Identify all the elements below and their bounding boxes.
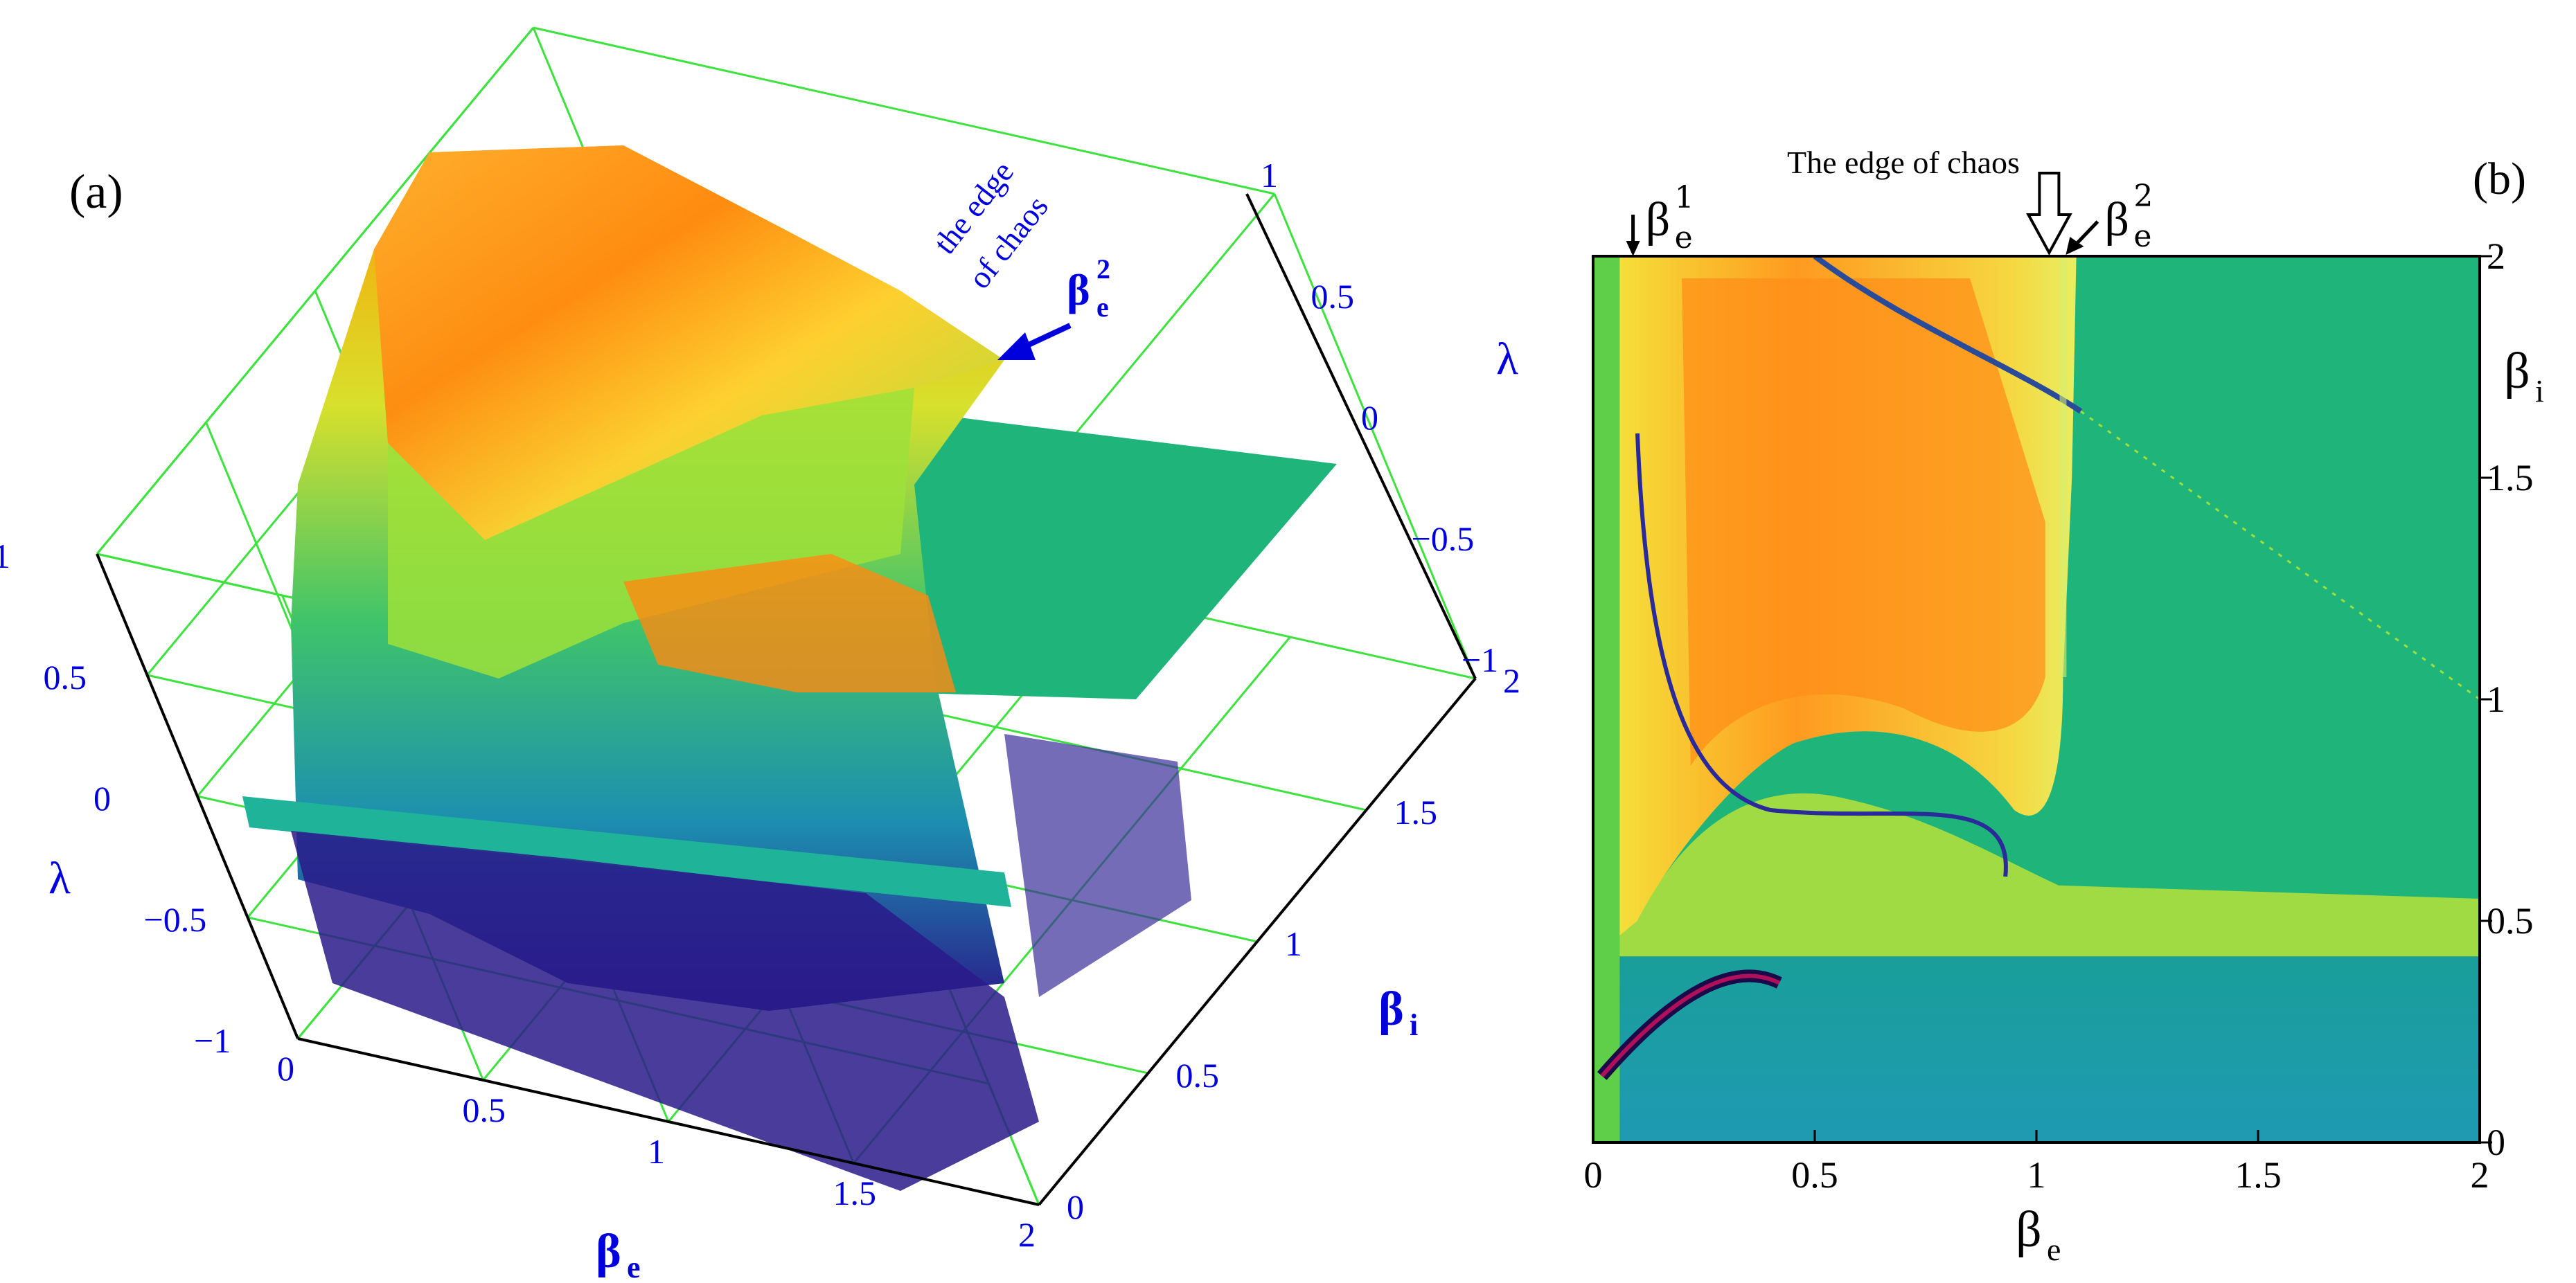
panel-a-axes — [96, 193, 1477, 1206]
box-edge-line — [96, 27, 535, 555]
marker-sup: 1 — [1675, 180, 1694, 215]
heatmap-diagonal-trace — [2080, 410, 2480, 701]
beta-i-tick-label: 1 — [1285, 924, 1302, 963]
annotation-marker-sub: e — [1096, 291, 1109, 323]
beta-e-tick-label: 1 — [648, 1132, 665, 1171]
marker-sub: e — [1675, 220, 1693, 255]
heatmap-left-strip — [1593, 256, 1620, 1142]
x-tick-label: 0.5 — [1791, 1154, 1838, 1196]
panel-b-ylabel: β — [2504, 343, 2530, 400]
marker-sub: e — [2133, 219, 2151, 254]
marker-arrowhead — [2066, 237, 2084, 255]
heatmap-red-streak — [1600, 974, 1781, 1077]
annotation-marker-sup: 2 — [1096, 253, 1110, 285]
beta-e-tick-label: 2 — [1018, 1215, 1036, 1254]
beta-e-marker-2: β 2 e — [2026, 172, 2153, 256]
heatmap-top-streak — [1813, 256, 2083, 414]
edge-of-chaos-arrow — [2026, 172, 2072, 256]
surface-front-plane — [242, 796, 1011, 907]
heatmap-blue-streak — [1635, 433, 2008, 877]
y-tick-label: 1 — [2487, 679, 2505, 720]
y-tick-label: 0.5 — [2487, 900, 2534, 942]
panel-b-heatmap: (b) The edge of chaos β 1e β 2e 0 0.5 1 1.5 200… — [1584, 145, 2544, 1267]
panel-b-label: (b) — [2473, 154, 2526, 204]
y-tick-label: 1.5 — [2487, 457, 2534, 499]
panel-b-axis-titles: β i β e — [2016, 343, 2544, 1267]
panel-a-surface — [242, 145, 1337, 1191]
surface-orange-band — [623, 554, 956, 692]
beta-e-label: β — [596, 1225, 621, 1278]
beta-i-tick-label: 1.5 — [1394, 793, 1438, 832]
marker-base: β — [1646, 193, 1671, 246]
panel-b-tick-labels: 0 0.5 1 1.5 200.511.52 — [1584, 235, 2534, 1196]
y-tick-label: 2 — [2487, 235, 2505, 277]
x-tick-label: 1.5 — [2235, 1154, 2282, 1196]
heatmap-high-exponent-region — [1682, 278, 2045, 766]
annotation-arrowhead — [997, 332, 1036, 360]
beta-e-tick-label: 1.5 — [833, 1174, 877, 1212]
heatmap-mixed-region — [1610, 793, 2480, 957]
panel-a-axis-titles: λ λ β e β i — [48, 334, 1518, 1283]
beta-i-label: β — [1378, 983, 1404, 1036]
marker-sup: 2 — [2133, 179, 2153, 214]
x-tick-label: 0 — [1584, 1154, 1603, 1196]
beta-i-sub: i — [1410, 1008, 1418, 1042]
panel-a-label: (a) — [69, 165, 123, 219]
panel-b-xlabel: β — [2016, 1201, 2042, 1258]
surface-top-ridge — [374, 145, 1004, 540]
lambda-right-tick-label: −1 — [1462, 640, 1498, 679]
beta-e-marker-1: β 1 e — [1626, 180, 1694, 256]
panel-b-title: The edge of chaos — [1787, 145, 2020, 180]
surface-negative-region — [291, 831, 1039, 1191]
beta-i-tick-label: 2 — [1503, 661, 1520, 700]
marker-arrowhead — [1626, 241, 1640, 256]
lambda-left-tick-label: 0.5 — [44, 658, 87, 697]
lambda-left-tick-label: 0 — [94, 779, 111, 818]
panel-a-surface-plot: (a) the edge of chaos β 2 e — [0, 26, 1520, 1283]
beta-i-tick-label: 0 — [1067, 1187, 1084, 1226]
marker-base: β — [2104, 193, 2129, 246]
box-edge-line — [1273, 193, 1477, 679]
x-tick-label: 1 — [2027, 1154, 2046, 1196]
lambda-left-tick-label: −0.5 — [144, 900, 207, 939]
heatmap-plot-area — [1593, 256, 2480, 1142]
panel-b-ylabel-sub: i — [2535, 373, 2544, 409]
lambda-left-tick-label: −1 — [194, 1021, 231, 1060]
lambda-right-tick-label: −0.5 — [1412, 519, 1475, 558]
annotation-marker-base: β — [1067, 265, 1090, 314]
panel-b-markers: β 1e β 2e — [1626, 172, 2153, 256]
x-tick-label: 2 — [2471, 1154, 2489, 1196]
lambda-left-tick-label: 1 — [0, 537, 10, 575]
surface-negative-fringe — [1004, 734, 1191, 997]
lambda-right-tick-label: 1 — [1261, 156, 1278, 195]
surface-mid-ridge — [388, 388, 914, 679]
box-edge-line — [533, 26, 1275, 195]
beta-e-sub: e — [627, 1250, 641, 1283]
lambda-right-label: λ — [1496, 334, 1518, 384]
beta-i-tick-label: 0.5 — [1176, 1056, 1220, 1095]
lambda-left-label: λ — [48, 853, 71, 904]
beta-e-tick-label: 0 — [277, 1049, 294, 1088]
heatmap-negative-band — [1593, 956, 2480, 1142]
panel-b-xlabel-sub: e — [2047, 1232, 2061, 1267]
y-tick-label: 0 — [2487, 1122, 2505, 1163]
lambda-right-tick-label: 0 — [1361, 398, 1378, 437]
lambda-right-tick-label: 0.5 — [1311, 277, 1355, 316]
beta-e-tick-label: 0.5 — [463, 1091, 506, 1129]
